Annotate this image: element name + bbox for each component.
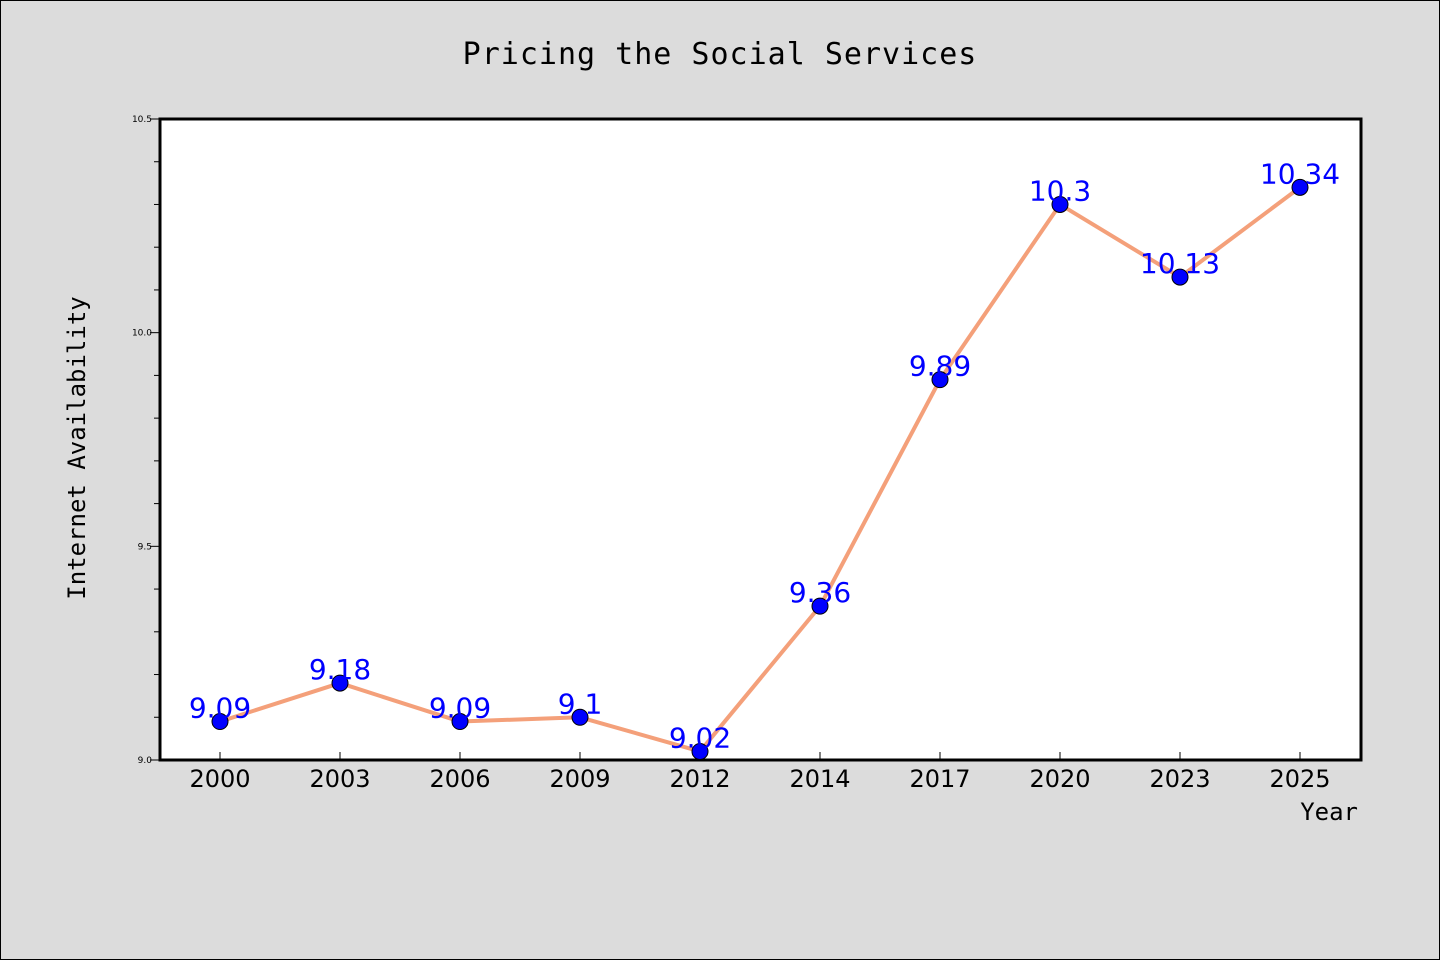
plot-area: [158, 117, 1363, 762]
x-tick-label: 2014: [789, 765, 850, 793]
x-tick-label: 2000: [189, 765, 250, 793]
x-tick-label: 2009: [549, 765, 610, 793]
y-axis: 9.0 9.5 10.0 10.5: [132, 115, 160, 766]
data-point: [331, 674, 349, 692]
data-point: [451, 713, 469, 731]
data-label: 10.13: [1140, 247, 1220, 280]
data-label: 9.18: [309, 653, 371, 686]
x-tick-label: 2020: [1029, 765, 1090, 793]
data-label: 9.09: [189, 692, 251, 725]
data-point: [691, 742, 709, 760]
data-point: [571, 708, 589, 726]
y-tick-label: 9.5: [138, 542, 152, 552]
data-label: 10.3: [1029, 174, 1091, 207]
data-label: 9.1: [558, 687, 603, 720]
data-point: [1051, 195, 1069, 213]
y-tick-label: 10.5: [132, 115, 152, 125]
series-line-group: [218, 185, 1302, 754]
y-tick-label: 9.0: [138, 756, 153, 766]
data-label: 9.89: [909, 350, 971, 383]
data-label: 9.09: [429, 692, 491, 725]
data-point: [931, 371, 949, 389]
y-axis-title: Internet Availability: [63, 296, 91, 599]
x-tick-label: 2023: [1149, 765, 1210, 793]
data-point: [1171, 268, 1189, 286]
x-tick-label: 2006: [429, 765, 490, 793]
x-tick-label: 2003: [309, 765, 370, 793]
x-axis: 2000 2003 2006 2009 2012 2014 2017 2020 2023 2025: [189, 752, 1331, 793]
series-line: [218, 185, 1302, 754]
data-markers: [211, 178, 1309, 760]
data-point: [811, 597, 829, 615]
data-label: 9.36: [789, 576, 851, 609]
chart-title: Pricing the Social Services: [463, 37, 978, 72]
x-tick-label: 2012: [669, 765, 730, 793]
data-label: 10.34: [1260, 157, 1340, 190]
x-tick-label: 2025: [1269, 765, 1330, 793]
x-axis-title: Year: [1300, 798, 1358, 826]
x-tick-label: 2017: [909, 765, 970, 793]
y-tick-label: 10.0: [132, 329, 152, 339]
data-point: [211, 713, 229, 731]
data-label: 9.02: [669, 721, 731, 754]
data-point: [1291, 178, 1309, 196]
data-labels: 9.09 9.18 9.09 9.1 9.02 9.36 9.89 10.3 10.13 10.3…: [189, 157, 1340, 754]
